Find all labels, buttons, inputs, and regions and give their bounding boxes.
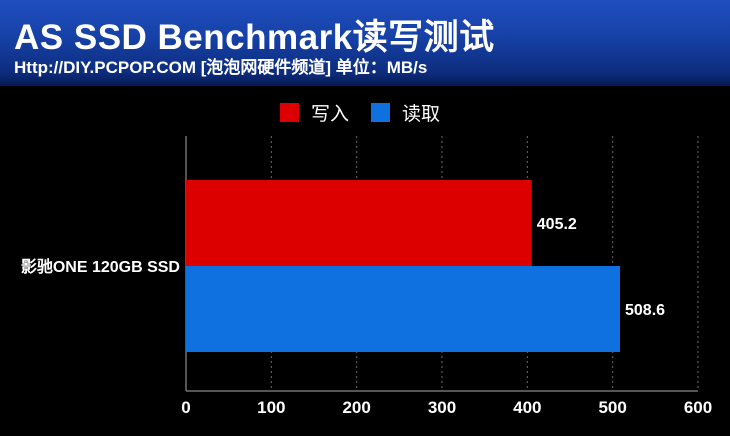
x-tick-label: 0	[181, 398, 190, 417]
x-tick-label: 200	[342, 398, 370, 417]
bar	[186, 266, 621, 352]
chart-subtitle: Http://DIY.PCPOP.COM [泡泡网硬件频道] 单位：MB/s	[14, 58, 428, 77]
data-label: 508.6	[625, 302, 665, 319]
x-tick-label: 600	[684, 398, 712, 417]
bar	[186, 180, 532, 266]
x-tick-label: 500	[598, 398, 626, 417]
legend: 写入 读取	[280, 99, 462, 126]
chart-header: AS SSD Benchmark读写测试 Http://DIY.PCPOP.CO…	[0, 0, 730, 86]
x-tick-label: 300	[428, 398, 456, 417]
legend-label-read: 读取	[402, 104, 441, 125]
legend-swatch-write	[280, 103, 299, 122]
x-tick-label: 100	[257, 398, 285, 417]
legend-item-write: 写入	[280, 99, 349, 126]
chart-title: AS SSD Benchmark读写测试	[14, 18, 495, 57]
data-label: 405.2	[537, 216, 577, 233]
legend-item-read: 读取	[371, 99, 440, 126]
x-tick-label: 400	[513, 398, 541, 417]
legend-label-write: 写入	[311, 104, 350, 125]
legend-swatch-read	[371, 103, 391, 122]
category-label: 影驰ONE 120GB SSD	[21, 257, 180, 276]
